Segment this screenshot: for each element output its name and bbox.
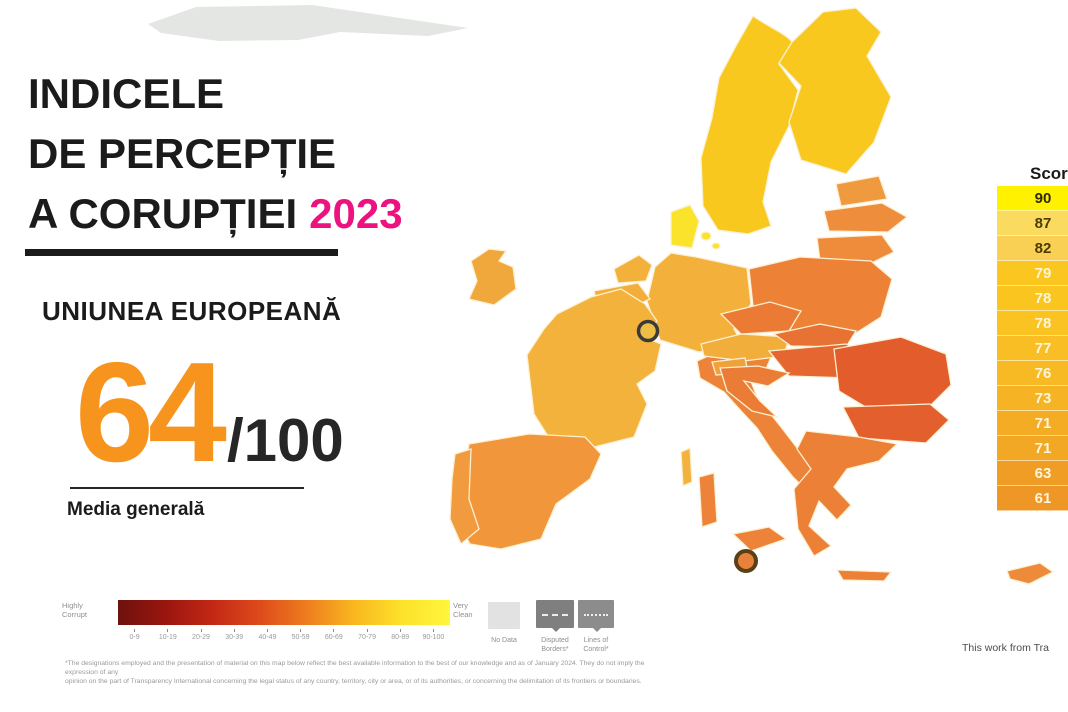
map-region-cyprus: [1006, 562, 1055, 585]
eu-score-group: 64/100: [75, 342, 395, 484]
tick-label: 90-100: [417, 629, 450, 641]
tick-label: 50-59: [284, 629, 317, 641]
tick-label: 0-9: [118, 629, 151, 641]
score-row: 71: [997, 411, 1068, 436]
page-title: INDICELE DE PERCEPȚIE A CORUPȚIEI 2023: [28, 64, 488, 244]
map-region-denmark-island: [711, 242, 721, 250]
tick-label: 20-29: [184, 629, 217, 641]
score-row: 79: [997, 261, 1068, 286]
map-region-crete: [835, 569, 893, 582]
eu-score-caption: Media generală: [67, 499, 205, 520]
map-region-finland: [778, 7, 892, 175]
gradient-tick-labels: 0-9 10-19 20-29 30-39 40-49 50-59 60-69 …: [118, 629, 450, 641]
no-data-swatch: [488, 602, 520, 629]
map-region-estonia: [835, 175, 888, 207]
score-column: 90 87 82 79 78 78 77 76 73 71 71 63 61: [997, 186, 1068, 511]
eu-score-denominator: /100: [226, 407, 344, 474]
title-line-3: A CORUPȚIEI 2023: [28, 190, 403, 237]
map-region-ireland: [468, 248, 517, 306]
disputed-borders-swatch: [536, 600, 574, 632]
score-row: 78: [997, 311, 1068, 336]
map-region-denmark-island: [700, 231, 712, 241]
map-region-romania: [833, 336, 952, 410]
eu-score-value: 64: [75, 333, 227, 492]
tick-label: 40-49: [251, 629, 284, 641]
swatch-tail: [593, 628, 601, 632]
title-line-1: INDICELE: [28, 70, 225, 117]
legend-right-label: Very Clean: [453, 601, 473, 619]
score-row: 73: [997, 386, 1068, 411]
map-region-latvia: [823, 202, 909, 233]
no-data-label: No Data: [491, 637, 517, 644]
score-column-header: Scor: [1030, 164, 1068, 183]
map-region-bulgaria: [841, 403, 950, 444]
map-region-sicily: [731, 526, 788, 552]
malta-marker: [734, 549, 758, 573]
tick-label: 70-79: [350, 629, 383, 641]
map-region-north-land: [148, 5, 468, 41]
map-region-netherlands: [613, 254, 653, 284]
attribution-text: This work from Tra: [962, 642, 1049, 654]
tick-label: 30-39: [218, 629, 251, 641]
eu-heading: UNIUNEA EUROPEANĂ: [42, 296, 342, 326]
tick-label: 60-69: [317, 629, 350, 641]
score-gradient-bar: [118, 600, 450, 625]
score-row: 82: [997, 236, 1068, 261]
score-row: 61: [997, 486, 1068, 511]
score-row: 76: [997, 361, 1068, 386]
disputed-borders-label: Disputed Borders*: [541, 637, 569, 653]
title-year: 2023: [309, 190, 403, 237]
score-row: 90: [997, 186, 1068, 211]
dashed-border-glyph: [542, 614, 568, 616]
map-region-denmark: [670, 204, 700, 249]
tick-label: 10-19: [151, 629, 184, 641]
score-row: 71: [997, 436, 1068, 461]
map-region-slovakia: [772, 323, 858, 348]
luxembourg-marker: [636, 319, 660, 343]
swatch-tail: [552, 628, 560, 632]
score-row: 77: [997, 336, 1068, 361]
map-region-sardinia: [698, 472, 718, 528]
score-row: 63: [997, 461, 1068, 486]
title-line-2: DE PERCEPȚIE: [28, 130, 337, 177]
map-region-portugal: [449, 448, 480, 546]
disclaimer-footnote: *The designations employed and the prese…: [65, 660, 645, 685]
score-row: 87: [997, 211, 1068, 236]
title-underline: [25, 249, 338, 256]
tick-label: 80-89: [384, 629, 417, 641]
map-region-france: [526, 288, 662, 448]
lines-of-control-swatch: [578, 600, 614, 632]
map-region-sweden: [700, 15, 799, 235]
map-region-croatia: [719, 365, 791, 419]
map-region-greece: [793, 430, 899, 557]
map-region-corsica: [680, 447, 693, 487]
score-row: 78: [997, 286, 1068, 311]
eu-score-divider: [70, 487, 304, 489]
lines-of-control-label: Lines of Control*: [583, 637, 609, 653]
dotted-border-glyph: [584, 614, 608, 616]
legend-left-label: Highly Corrupt: [62, 601, 88, 619]
map-region-czechia: [719, 301, 802, 335]
map-region-spain: [455, 433, 602, 550]
